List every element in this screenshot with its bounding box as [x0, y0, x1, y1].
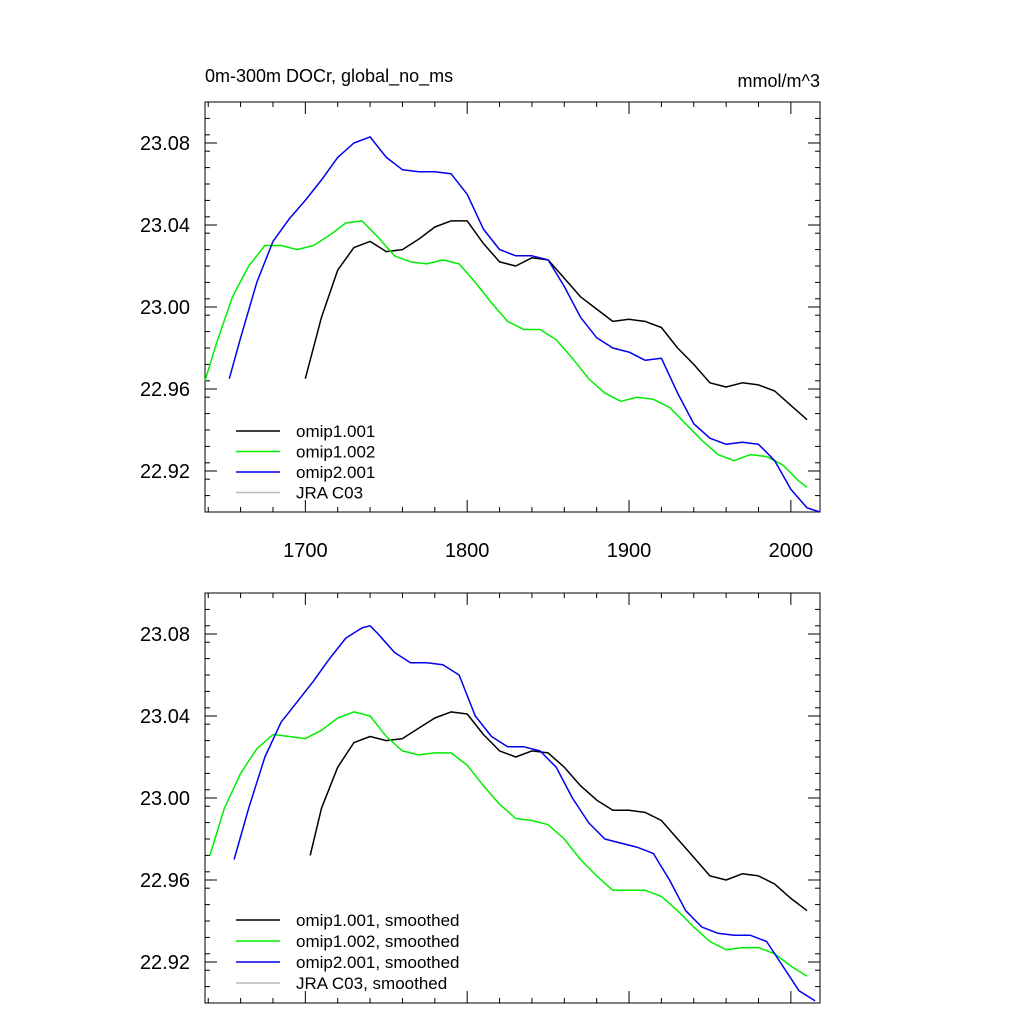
series-line-1-2	[204, 220, 808, 488]
y-tick-label: 22.96	[140, 870, 190, 892]
legend-label: JRA C03	[296, 484, 363, 503]
x-tick-label: 2000	[769, 540, 814, 562]
x-tick-label: 1700	[283, 540, 328, 562]
x-tick-label: 1900	[607, 540, 652, 562]
series-line-1-1	[304, 220, 808, 421]
y-tick-label: 23.00	[140, 788, 190, 810]
legend-label: omip1.002	[296, 443, 375, 462]
legend-label: omip2.001, smoothed	[296, 953, 460, 972]
y-tick-label: 23.04	[140, 215, 190, 237]
y-tick-label: 22.96	[140, 379, 190, 401]
plot-title: 0m-300m DOCr, global_no_ms	[205, 66, 453, 87]
series-line-2-2	[209, 711, 808, 977]
series-line-1-3	[228, 136, 821, 513]
legend-label: omip1.002, smoothed	[296, 932, 460, 951]
legend-label: omip2.001	[296, 463, 375, 482]
x-tick-label: 1800	[445, 540, 490, 562]
y-tick-label: 23.04	[140, 706, 190, 728]
y-tick-label: 23.08	[140, 624, 190, 646]
series-line-2-1	[309, 711, 808, 912]
y-tick-label: 23.00	[140, 297, 190, 319]
y-tick-label: 22.92	[140, 952, 190, 974]
legend-label: omip1.001, smoothed	[296, 911, 460, 930]
legend-label: omip1.001	[296, 422, 375, 441]
series-line-2-3	[233, 625, 816, 1002]
legend-label: JRA C03, smoothed	[296, 974, 447, 993]
y-tick-label: 22.92	[140, 461, 190, 483]
y-tick-label: 23.08	[140, 133, 190, 155]
units-label: mmol/m^3	[738, 71, 820, 91]
